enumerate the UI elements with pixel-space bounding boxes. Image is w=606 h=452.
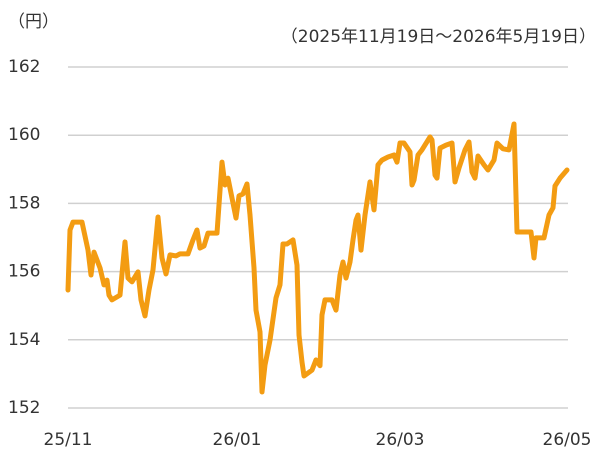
y-tick-label: 158 bbox=[8, 193, 40, 213]
y-tick-label: 156 bbox=[8, 262, 40, 282]
y-tick-label: 152 bbox=[8, 398, 40, 418]
x-tick-label: 26/03 bbox=[376, 430, 425, 450]
subtitle: （2025年11月19日～2026年5月19日） bbox=[281, 27, 596, 47]
line bbox=[65, 121, 570, 395]
y-tick-label: 154 bbox=[8, 330, 40, 350]
y-tick-label: 162 bbox=[8, 57, 40, 77]
x-tick-label: 26/05 bbox=[543, 430, 592, 450]
x-tick-label: 26/01 bbox=[213, 430, 262, 450]
x-tick-label: 25/11 bbox=[44, 430, 93, 450]
unit-label: （円） bbox=[8, 12, 59, 32]
y-tick-label: 160 bbox=[8, 125, 40, 145]
